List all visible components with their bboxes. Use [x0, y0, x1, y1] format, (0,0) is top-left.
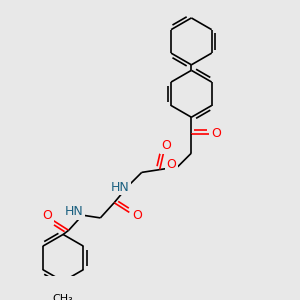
Text: O: O — [161, 139, 171, 152]
Text: O: O — [43, 208, 52, 222]
Text: HN: HN — [111, 181, 130, 194]
Text: O: O — [132, 208, 142, 222]
Text: CH₃: CH₃ — [53, 294, 74, 300]
Text: O: O — [167, 158, 176, 171]
Text: O: O — [211, 127, 221, 140]
Text: HN: HN — [65, 205, 83, 218]
